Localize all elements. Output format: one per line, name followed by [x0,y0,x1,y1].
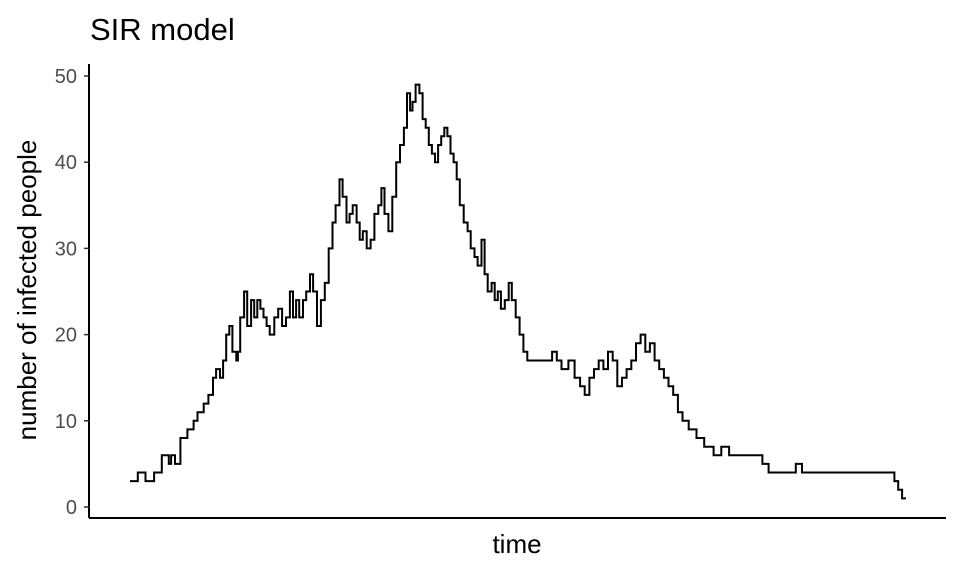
plot-area [130,83,906,500]
series-line-0 [130,83,906,500]
y-tick-label: 0 [66,497,77,519]
y-tick-label: 10 [55,411,77,433]
y-tick-label: 50 [55,66,77,88]
x-axis-label: time [492,529,541,559]
y-tick-label: 30 [55,238,77,260]
y-axis-label: number of infected people [12,140,42,441]
y-axis-ticks: 0 10 20 30 40 50 [55,66,89,519]
chart-title: SIR model [90,12,235,47]
y-tick-label: 20 [55,325,77,347]
y-tick-label: 40 [55,152,77,174]
